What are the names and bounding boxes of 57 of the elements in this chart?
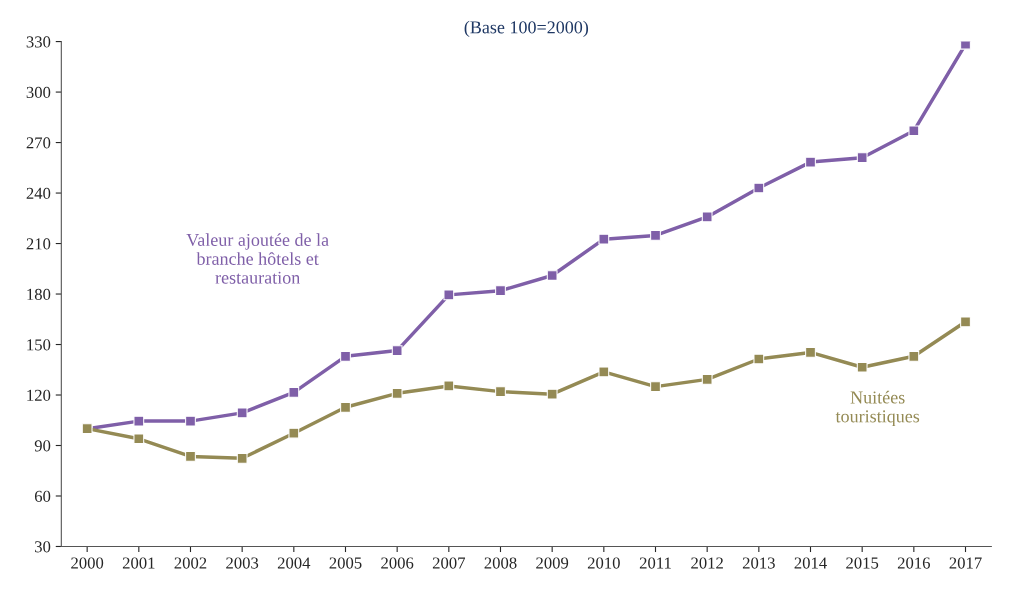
x-tick-label: 2017: [949, 557, 982, 569]
point: [443, 380, 455, 392]
point: [805, 347, 816, 358]
x-tick-label: 2011: [639, 557, 671, 569]
y-tick-label: 240: [26, 187, 51, 199]
point: [908, 350, 920, 362]
point: [288, 386, 300, 398]
x-tick-label: 2015: [846, 557, 879, 569]
x-tick-label: 2007: [432, 557, 466, 569]
point: [443, 289, 455, 301]
point: [650, 381, 661, 392]
point: [598, 233, 610, 245]
point: [133, 415, 145, 427]
point: [185, 451, 196, 462]
point: [236, 407, 248, 419]
text: Valeur ajoutée de la branche hôtels et restauration: [186, 233, 329, 284]
x-tick-label: 2003: [226, 557, 259, 569]
point: [650, 230, 661, 241]
point: [908, 125, 920, 137]
x-tick-label: 2006: [381, 557, 414, 569]
point: [753, 182, 765, 194]
x-tick-label: 2004: [277, 557, 311, 569]
point: [288, 427, 300, 439]
point: [546, 270, 558, 281]
y-tick-label: 60: [34, 490, 51, 502]
x-tick-label: 2000: [71, 557, 104, 569]
x-tick-label: 2012: [691, 557, 723, 569]
x-tick-label: 2002: [174, 557, 207, 569]
point: [598, 366, 610, 378]
y-tick-label: 180: [27, 288, 51, 300]
series-label: Nuitées touristiques: [835, 390, 920, 427]
point: [185, 415, 196, 427]
point: [546, 388, 558, 400]
point: [960, 316, 971, 328]
point: [701, 211, 713, 223]
chart-title: (Base 100=2000): [464, 20, 589, 38]
x-tick-label: 2016: [897, 557, 931, 569]
x-tick-label: 2010: [587, 557, 620, 569]
y-tick-label: 330: [26, 36, 51, 48]
x-tick-label: 2009: [536, 557, 569, 569]
y-tick-label: 150: [27, 339, 51, 351]
y-tick-label: 90: [34, 440, 51, 452]
x-tick-label: 2008: [484, 557, 517, 569]
y-tick-label: 270: [26, 137, 51, 149]
x-tick-label: 2005: [329, 557, 362, 569]
point: [805, 156, 816, 168]
point: [753, 353, 765, 365]
x-tick-label: 2001: [122, 557, 155, 569]
y-tick-label: 120: [27, 389, 51, 401]
y-tick-label: 300: [26, 86, 51, 99]
point: [236, 452, 248, 464]
x-tick-label: 2013: [742, 557, 775, 569]
y-tick-label: 210: [26, 238, 51, 250]
point: [391, 345, 403, 356]
y-tick-label: 30: [35, 541, 51, 553]
x-tick-label: 2014: [794, 557, 827, 569]
point: [960, 41, 971, 50]
